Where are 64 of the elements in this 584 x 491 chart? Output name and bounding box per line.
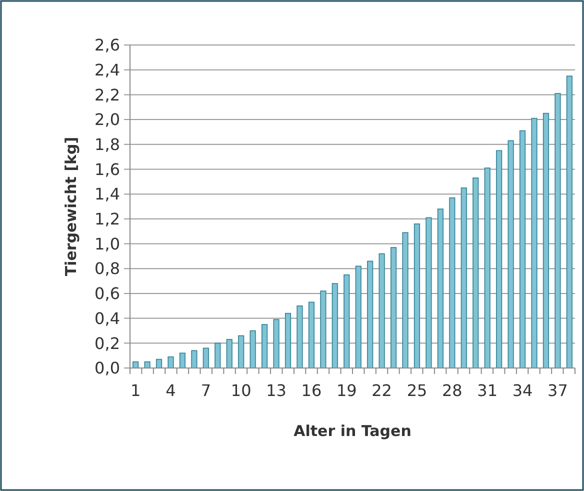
- bar: [496, 150, 502, 368]
- bar: [202, 348, 209, 368]
- y-tick-label: 1,6: [94, 160, 120, 179]
- x-tick-label: 34: [512, 381, 533, 400]
- x-axis-title: Alter in Tagen: [294, 422, 412, 440]
- bar: [472, 178, 479, 368]
- bar: [566, 76, 572, 368]
- bar: [554, 93, 561, 368]
- bar: [226, 339, 232, 368]
- bar: [449, 197, 456, 368]
- x-tick-label: 13: [266, 381, 286, 400]
- bar: [508, 140, 514, 368]
- x-tick-label: 28: [442, 381, 462, 400]
- bar: [238, 335, 244, 368]
- bar: [460, 187, 467, 368]
- y-tick-label: 1,8: [94, 134, 120, 154]
- bar: [168, 356, 174, 368]
- bar: [437, 208, 444, 368]
- bar: [484, 168, 490, 368]
- x-tick-label: 19: [336, 381, 357, 400]
- bar: [308, 302, 314, 368]
- x-tick-label: 16: [301, 381, 322, 400]
- x-tick-label: 37: [548, 381, 568, 400]
- bar: [273, 319, 280, 368]
- y-tick-label: 0,6: [94, 284, 120, 304]
- x-tick-label: 31: [477, 381, 498, 400]
- bar: [378, 253, 385, 368]
- y-tick-label: 2,6: [94, 36, 120, 55]
- x-tick-label: 4: [166, 381, 176, 400]
- bar: [367, 260, 374, 368]
- bar: [519, 130, 526, 368]
- bar: [284, 312, 292, 368]
- bar: [332, 283, 338, 368]
- bar: [214, 342, 221, 368]
- bar: [262, 324, 268, 368]
- bar: [191, 350, 198, 368]
- bar: [531, 118, 538, 368]
- bar: [426, 217, 432, 368]
- x-tick-label: 22: [372, 381, 392, 400]
- bar: [296, 305, 303, 368]
- x-tick-label: 10: [230, 381, 252, 400]
- y-tick-label: 0,8: [94, 259, 120, 278]
- y-tick-label: 2,0: [94, 110, 120, 130]
- bar: [542, 112, 550, 368]
- x-tick-label: 7: [200, 381, 212, 400]
- bar: [402, 232, 408, 368]
- x-tick-label: 25: [406, 381, 428, 400]
- bar: [390, 247, 397, 368]
- y-tick-label: 2,2: [94, 85, 120, 104]
- y-tick-label: 1,0: [94, 234, 120, 254]
- bar: [179, 352, 186, 368]
- bar: [355, 266, 362, 368]
- bar: [344, 274, 350, 368]
- y-axis-title: Tiergewicht [kg]: [62, 136, 80, 276]
- y-tick-label: 0,0: [94, 358, 120, 378]
- y-tick-label: 0,4: [94, 308, 120, 328]
- bar: [320, 290, 326, 368]
- y-tick-label: 0,2: [94, 334, 120, 353]
- bar: [414, 223, 420, 368]
- x-tick-label: 1: [130, 381, 141, 400]
- y-tick-label: 1,2: [94, 210, 120, 229]
- y-tick-label: 2,4: [94, 60, 120, 80]
- bar: [250, 330, 256, 368]
- y-tick-label: 1,4: [94, 184, 120, 204]
